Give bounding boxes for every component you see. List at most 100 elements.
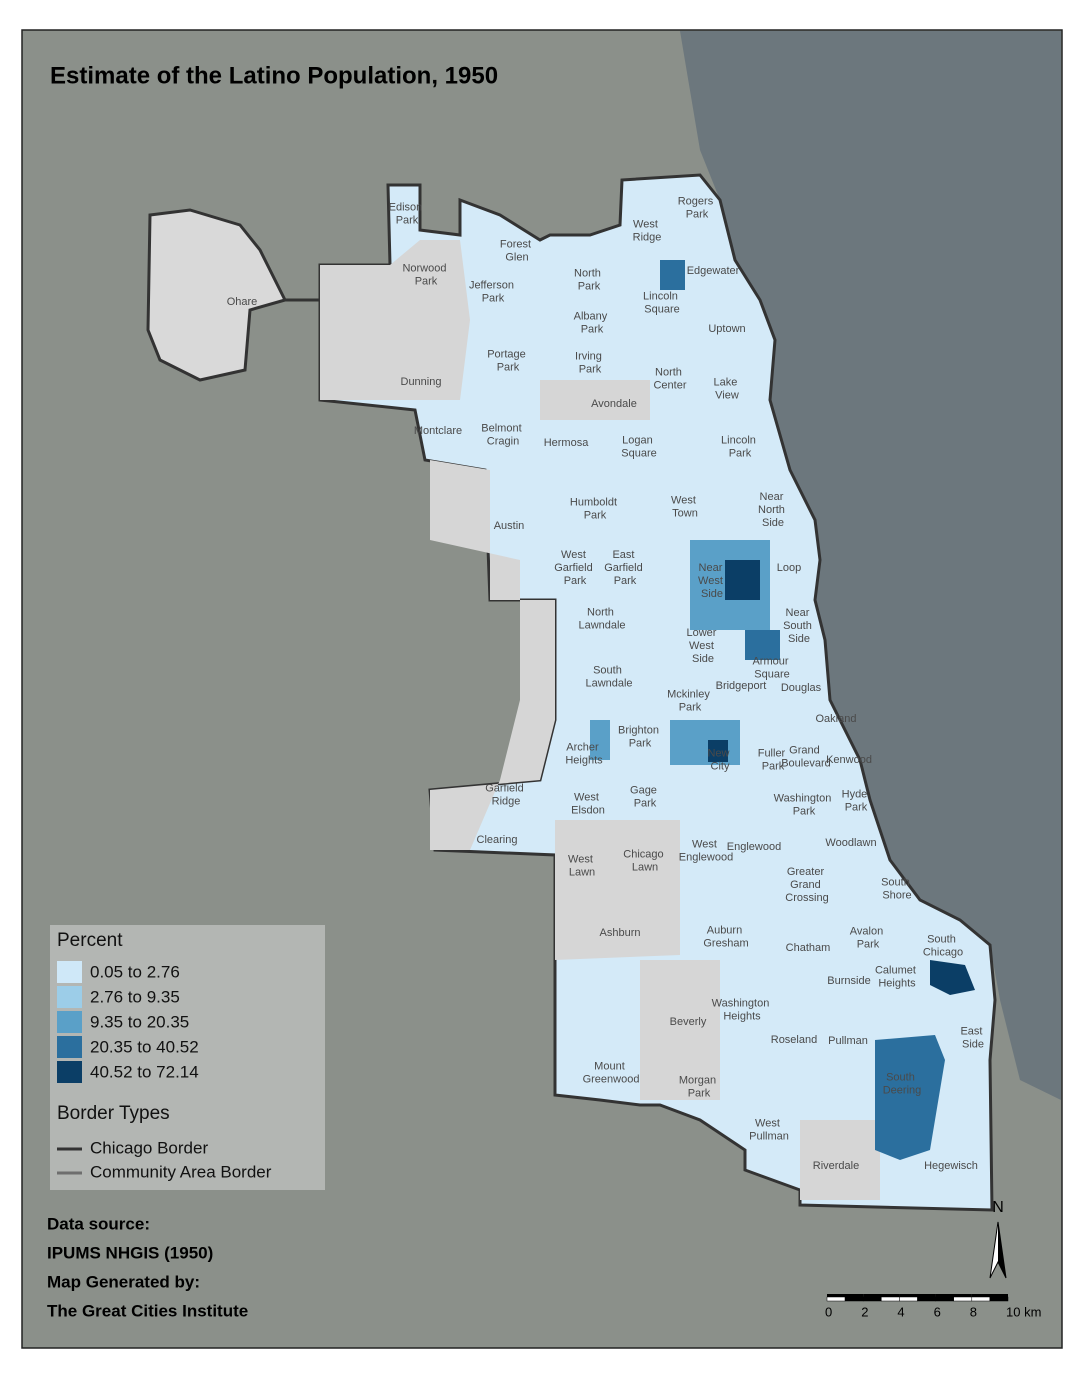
area-label: Mount Greenwood xyxy=(583,1060,640,1085)
area-label: North Lawndale xyxy=(578,606,625,631)
area-label: Forest Glen xyxy=(500,238,534,263)
mid-area xyxy=(590,720,610,760)
area-label: Armour Square xyxy=(752,655,791,680)
scale-segment xyxy=(935,1294,972,1297)
legend-title: Percent xyxy=(57,930,123,951)
legend-swatch xyxy=(57,1036,82,1058)
area-label: South Lawndale xyxy=(585,664,632,689)
scale-segment xyxy=(917,1296,936,1302)
scale-label: 6 xyxy=(934,1304,941,1319)
scale-label: 4 xyxy=(897,1304,904,1319)
area-label: Riverdale xyxy=(813,1160,859,1172)
scale-segment xyxy=(989,1296,1009,1302)
area-label: Auburn Gresham xyxy=(703,924,748,949)
area-label: Loop xyxy=(777,562,801,574)
mid-area xyxy=(670,720,740,765)
area-label: Gage Park xyxy=(630,784,660,809)
legend-box xyxy=(50,925,325,1190)
scale-segment xyxy=(935,1296,954,1302)
area-label: Beverly xyxy=(670,1016,707,1028)
area-label: Irving Park xyxy=(575,350,605,375)
area-label: Albany Park xyxy=(574,310,611,335)
area-label: Edison Park xyxy=(389,201,426,226)
area-label: Rogers Park xyxy=(678,195,717,220)
scale-label: 10 km xyxy=(1006,1304,1041,1319)
area-label: West Garfield Park xyxy=(554,549,596,587)
area-label: Douglas xyxy=(781,682,822,694)
area-label: Ohare xyxy=(227,296,258,308)
mid-area xyxy=(660,260,685,290)
scale-label: 2 xyxy=(861,1304,868,1319)
area-label: Washington Heights xyxy=(712,997,773,1022)
mid-area xyxy=(875,1035,945,1160)
area-label: Humboldt Park xyxy=(570,496,620,521)
area-label: Fuller Park xyxy=(758,747,789,772)
area-label: Englewood xyxy=(727,841,781,853)
high-area xyxy=(725,560,760,600)
area-label: Mckinley Park xyxy=(667,688,713,713)
area-label: New City xyxy=(707,747,732,772)
scale-segment xyxy=(899,1296,918,1302)
area-label: Avalon Park xyxy=(850,925,887,950)
area-label: Grand Boulevard xyxy=(781,744,831,769)
area-label: Calumet Heights xyxy=(875,964,919,989)
area-label: Garfield Ridge xyxy=(485,782,527,807)
north-label: N xyxy=(992,1199,1004,1216)
area-label: North Park xyxy=(574,267,604,292)
credit-line: The Great Cities Institute xyxy=(47,1301,248,1320)
area-label: Clearing xyxy=(477,834,518,846)
area-label: Burnside xyxy=(827,975,870,987)
area-label: Near South Side xyxy=(783,607,815,645)
area-label: Lincoln Square xyxy=(643,290,681,315)
area-label: South Shore xyxy=(881,876,913,901)
area-label: East Garfield Park xyxy=(604,549,646,587)
legend-swatch xyxy=(57,961,82,983)
grey-area xyxy=(540,380,650,420)
area-label: Logan Square xyxy=(621,434,656,459)
lake xyxy=(680,31,1061,1100)
area-label: Roseland xyxy=(771,1034,817,1046)
low-areas xyxy=(320,240,880,1200)
credit-line: Map Generated by: xyxy=(47,1272,200,1291)
area-label: Morgan Park xyxy=(679,1074,719,1099)
credit-line: IPUMS NHGIS (1950) xyxy=(47,1243,213,1262)
city xyxy=(318,173,997,1212)
scale-segment xyxy=(971,1294,1008,1297)
area-label: Near West Side xyxy=(698,562,726,600)
area-label: Pullman xyxy=(828,1035,868,1047)
area-label: Washington Park xyxy=(774,792,835,817)
legend-label: 20.35 to 40.52 xyxy=(90,1037,199,1056)
scale-segment xyxy=(862,1296,882,1302)
area-label: Chatham xyxy=(786,942,831,954)
scale-label: 8 xyxy=(970,1304,977,1319)
grey-area xyxy=(320,240,470,400)
area-label: Greater Grand Crossing xyxy=(785,866,828,904)
area-label: Hegewisch xyxy=(924,1160,978,1172)
area-label: South Chicago xyxy=(923,933,963,958)
border-label: Chicago Border xyxy=(90,1138,208,1157)
area-label: Lake View xyxy=(714,376,741,401)
legend-swatch xyxy=(57,986,82,1008)
scale-segment xyxy=(881,1296,900,1302)
border-legend-title: Border Types xyxy=(57,1103,170,1124)
area-label: North Center xyxy=(653,366,686,391)
scale-segment xyxy=(827,1294,864,1297)
area-label: Hyde Park xyxy=(842,788,871,813)
area-label: Oakland xyxy=(816,713,857,725)
area-label: West Pullman xyxy=(749,1117,789,1142)
mid-area xyxy=(745,630,780,660)
high-areas xyxy=(590,260,975,1160)
area-label: Lower West Side xyxy=(686,627,719,665)
area-label: Jefferson Park xyxy=(469,279,517,304)
area-label: Belmont Cragin xyxy=(481,422,524,447)
credit-line: Data source: xyxy=(47,1214,150,1233)
area-label: Ashburn xyxy=(600,927,641,939)
legend-label: 2.76 to 9.35 xyxy=(90,987,180,1006)
ohare xyxy=(146,208,288,382)
area-label: West Englewood xyxy=(679,838,733,863)
area-label: West Elsdon xyxy=(571,791,605,816)
area-label: South Deering xyxy=(883,1071,922,1096)
legend-label: 40.52 to 72.14 xyxy=(90,1062,199,1081)
area-label: Norwood Park xyxy=(402,262,449,287)
